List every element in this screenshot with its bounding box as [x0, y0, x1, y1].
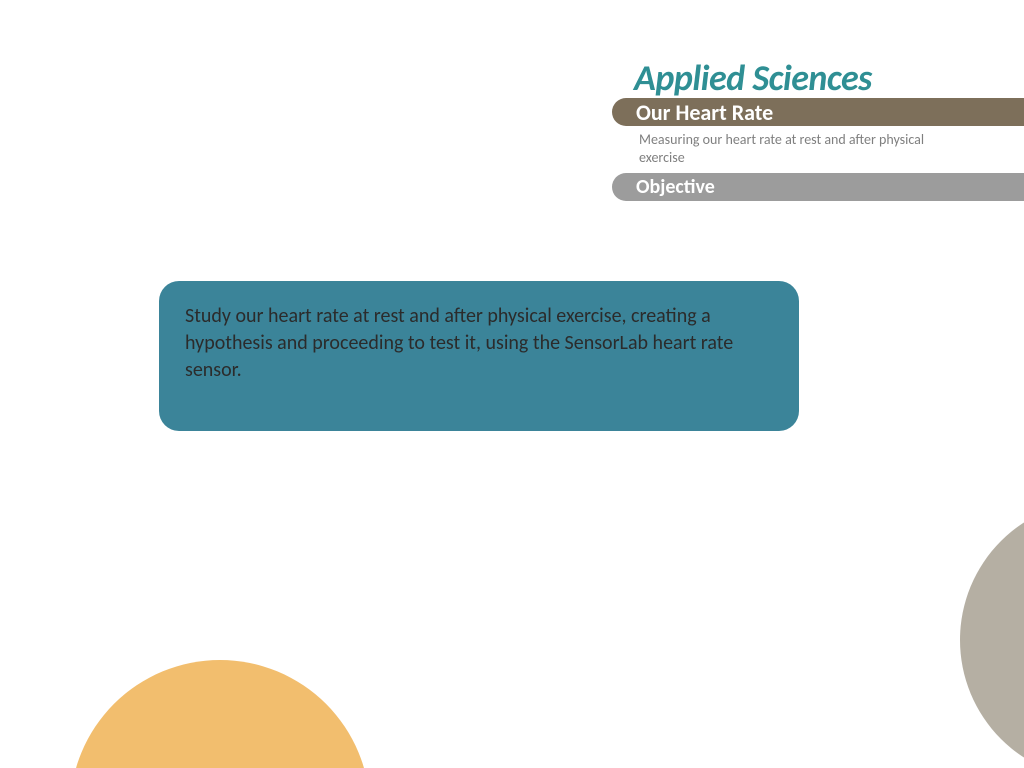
title-bar: Our Heart Rate — [612, 98, 1024, 126]
objective-bar-label: Objective — [636, 175, 715, 199]
objective-content-box: Study our heart rate at rest and after p… — [159, 281, 799, 431]
brand-title: Applied Sciences — [634, 56, 872, 100]
decoration-circle-right — [960, 500, 1024, 768]
decoration-circle-bottom-left — [70, 660, 370, 768]
subtitle-text: Measuring our heart rate at rest and aft… — [639, 131, 939, 166]
objective-bar: Objective — [612, 173, 1024, 201]
objective-content-text: Study our heart rate at rest and after p… — [185, 304, 733, 382]
title-bar-label: Our Heart Rate — [636, 99, 773, 126]
